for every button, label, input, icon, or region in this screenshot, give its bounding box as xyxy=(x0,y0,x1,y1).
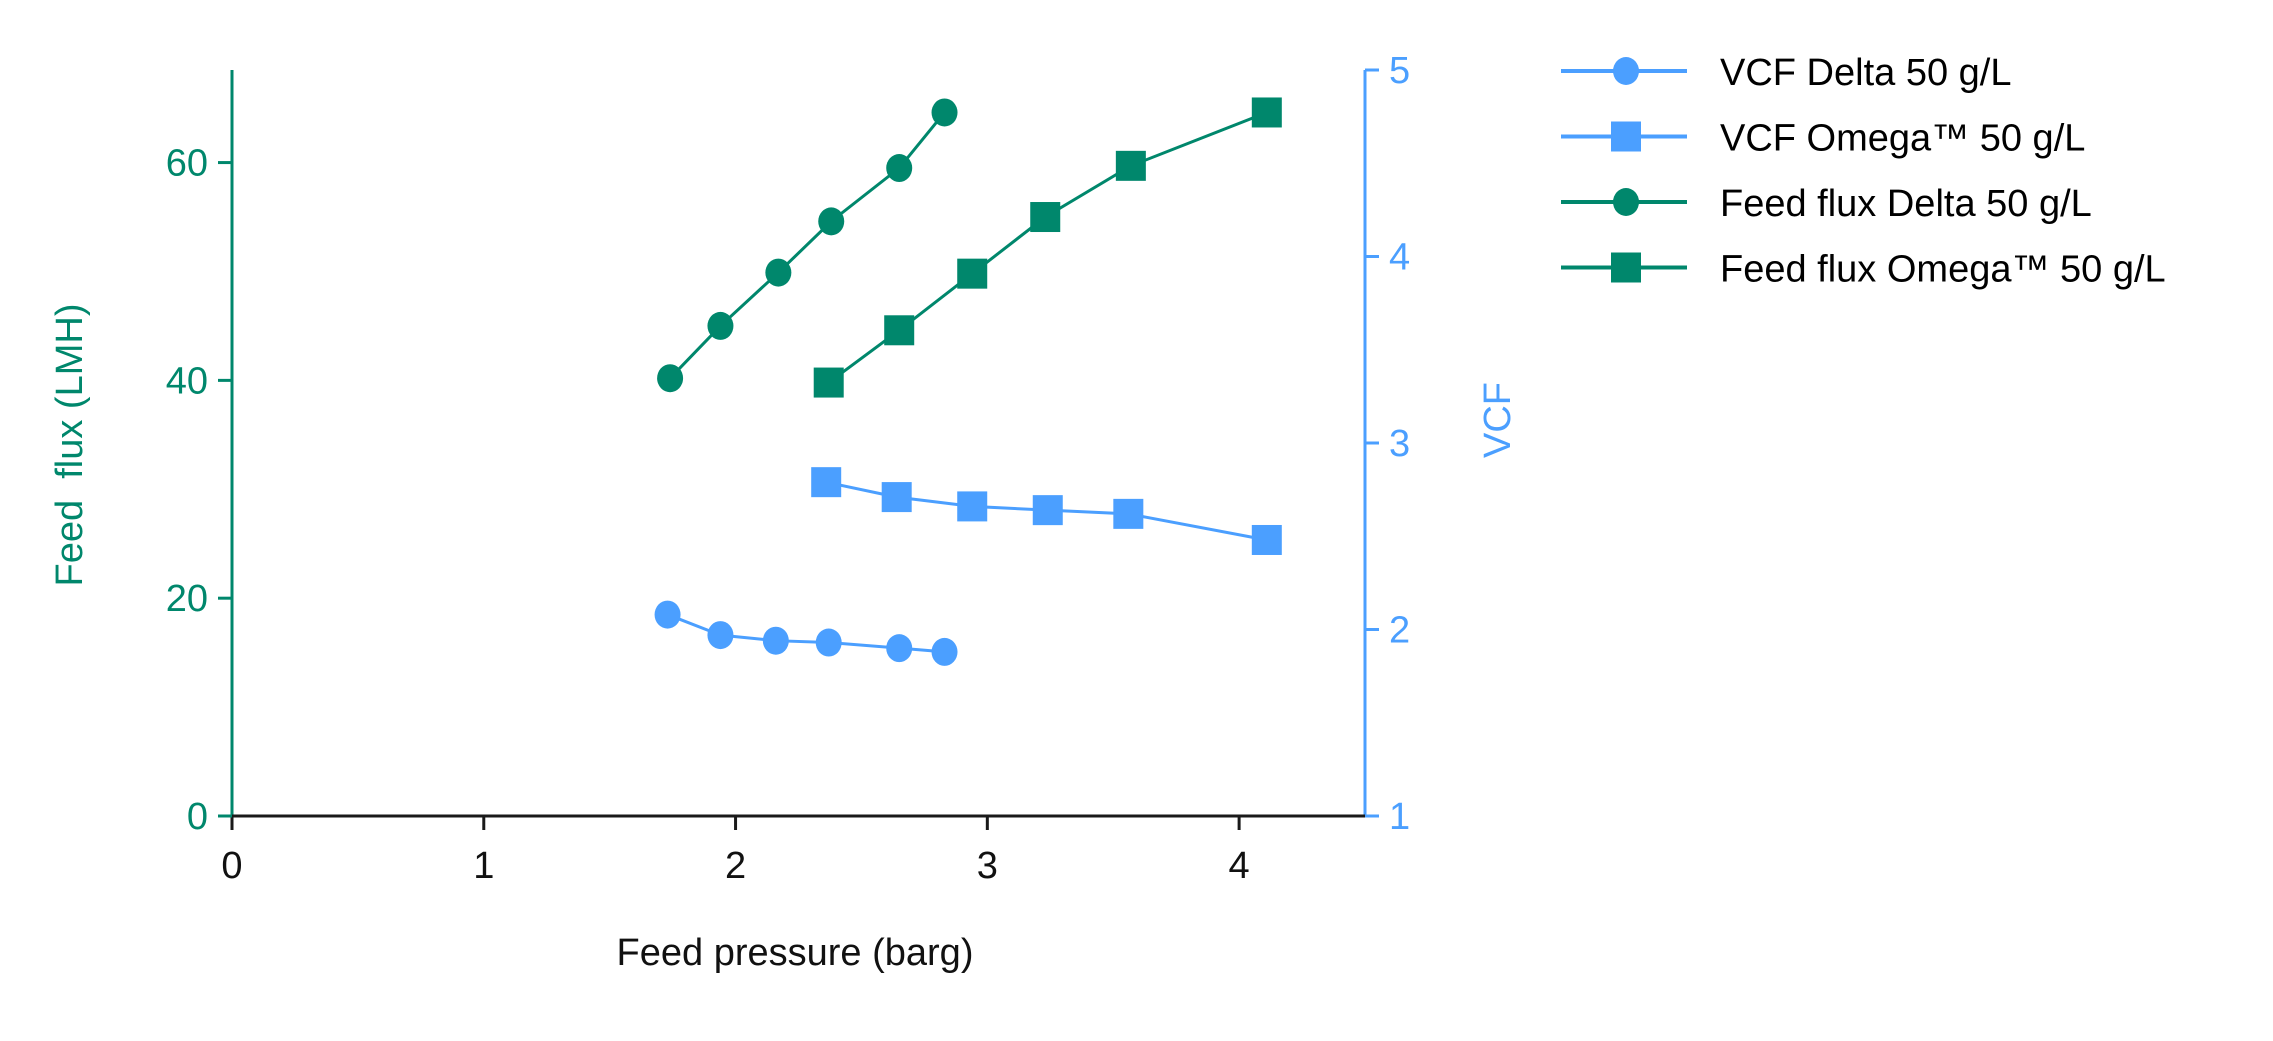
y2-tick-label: 4 xyxy=(1389,237,1410,279)
data-point xyxy=(931,98,958,127)
x-tick-label: 3 xyxy=(977,845,998,887)
y2-axis-label: VCF xyxy=(1477,382,1519,458)
data-point xyxy=(657,364,684,393)
y2-tick-label: 5 xyxy=(1389,50,1410,92)
y2-tick-label: 1 xyxy=(1389,796,1410,838)
circle-marker-icon xyxy=(1613,57,1639,85)
data-point xyxy=(957,491,988,522)
data-point xyxy=(881,482,912,513)
data-point xyxy=(1115,150,1146,181)
square-marker-icon xyxy=(1611,121,1641,152)
data-point xyxy=(762,626,789,655)
legend-item: Feed flux Delta 50 g/L xyxy=(1561,183,2092,225)
x-tick-label: 2 xyxy=(725,845,746,887)
y-tick-label: 40 xyxy=(166,360,208,402)
x-tick-label: 1 xyxy=(473,845,494,887)
data-point xyxy=(654,600,681,629)
y-tick-label: 20 xyxy=(166,578,208,620)
legend: VCF Delta 50 g/L VCF Omega™ 50 g/L Feed fl… xyxy=(1561,52,2166,291)
legend-label: VCF Omega™ 50 g/L xyxy=(1720,118,2085,160)
series-2 xyxy=(657,98,958,393)
y-tick-label: 60 xyxy=(166,143,208,185)
data-point xyxy=(886,154,913,183)
x-tick-label: 4 xyxy=(1229,845,1250,887)
data-point xyxy=(1251,524,1282,555)
data-point xyxy=(886,634,913,663)
data-point xyxy=(813,367,844,398)
legend-label: VCF Delta 50 g/L xyxy=(1720,52,2011,94)
data-point xyxy=(884,315,915,346)
data-point xyxy=(1030,202,1061,233)
legend-label: Feed flux Omega™ 50 g/L xyxy=(1720,249,2166,291)
x-tick-label: 0 xyxy=(221,845,242,887)
data-point xyxy=(1032,495,1063,526)
legend-label: Feed flux Delta 50 g/L xyxy=(1720,183,2092,225)
legend-item: VCF Delta 50 g/L xyxy=(1561,52,2011,94)
data-point xyxy=(957,258,988,289)
data-point xyxy=(707,621,734,650)
data-point xyxy=(1251,97,1282,128)
x-axis-label: Feed pressure (barg) xyxy=(617,932,974,974)
series-3 xyxy=(813,97,1282,398)
series-0 xyxy=(654,600,958,666)
y-tick-label: 0 xyxy=(187,796,208,838)
data-point xyxy=(818,207,845,236)
legend-item: Feed flux Omega™ 50 g/L xyxy=(1561,249,2166,291)
data-point xyxy=(815,628,842,657)
data-point xyxy=(931,637,958,666)
y2-tick-label: 2 xyxy=(1389,610,1410,652)
legend-item: VCF Omega™ 50 g/L xyxy=(1561,118,2085,160)
y-axis-label: Feed flux (LMH) xyxy=(49,304,91,587)
circle-marker-icon xyxy=(1613,188,1639,216)
data-point xyxy=(1113,498,1144,529)
data-point xyxy=(707,311,734,340)
data-point xyxy=(765,258,792,287)
y2-tick-label: 3 xyxy=(1389,423,1410,465)
square-marker-icon xyxy=(1611,252,1641,283)
series-1 xyxy=(811,467,1282,555)
data-point xyxy=(811,467,842,498)
